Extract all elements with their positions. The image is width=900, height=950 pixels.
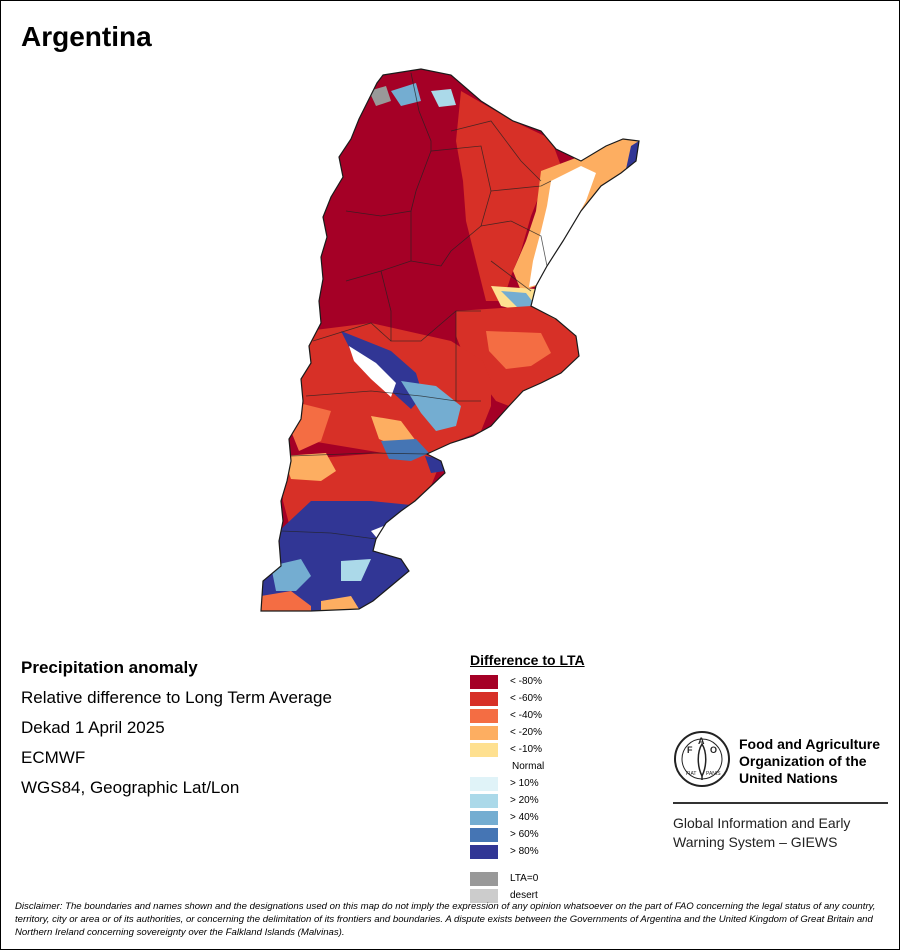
legend-item: > 60%: [470, 827, 585, 844]
legend-label: > 10%: [510, 778, 539, 789]
legend-item: > 10%: [470, 776, 585, 793]
legend-swatch: [470, 777, 498, 791]
legend-item: < -80%: [470, 674, 585, 691]
legend-label: < -60%: [510, 693, 542, 704]
emblem-motto-panis: PANIS: [706, 771, 721, 777]
legend-item: < -60%: [470, 691, 585, 708]
legend-swatch: [470, 811, 498, 825]
precipitation-anomaly-map: [260, 68, 640, 612]
legend-item: desert: [470, 888, 585, 905]
giews-label: Global Information and Early Warning Sys…: [673, 815, 851, 850]
legend-label: > 40%: [510, 812, 539, 823]
disclaimer: Disclaimer: The boundaries and names sho…: [15, 901, 876, 938]
legend-label: Normal: [512, 761, 545, 772]
legend-label: < -20%: [510, 727, 542, 738]
emblem-letter-a: A: [698, 736, 705, 746]
map-legend: Difference to LTA < -80% < -60% < -40% < -2…: [470, 652, 585, 905]
map-period: Dekad 1 April 2025: [21, 718, 165, 737]
province-boundaries: [280, 72, 552, 540]
map-title: Argentina: [21, 21, 152, 52]
map-info: Precipitation anomaly Relative differenc…: [21, 657, 332, 807]
legend-item: Normal: [470, 759, 585, 776]
country-border: [260, 68, 640, 612]
fao-emblem-icon: F A O FIAT PANIS: [674, 731, 730, 787]
legend-label: < -80%: [510, 676, 542, 687]
legend-item: < -20%: [470, 725, 585, 742]
legend-label: < -40%: [510, 710, 542, 721]
legend-item: > 80%: [470, 844, 585, 861]
legend-swatch: [470, 872, 498, 886]
legend-label: desert: [510, 890, 538, 901]
logo-divider: [673, 802, 888, 804]
data-source: ECMWF: [21, 748, 86, 767]
legend-swatch: [470, 845, 498, 859]
legend-item: > 20%: [470, 793, 585, 810]
legend-title: Difference to LTA: [470, 652, 585, 668]
legend-swatch: [470, 675, 498, 689]
legend-item: LTA=0: [470, 871, 585, 888]
anomaly-raster: [261, 69, 639, 611]
projection: WGS84, Geographic Lat/Lon: [21, 778, 240, 797]
legend-swatch: [470, 794, 498, 808]
legend-swatch: [470, 828, 498, 842]
legend-item: < -10%: [470, 742, 585, 759]
emblem-motto-fiat: FIAT: [686, 771, 696, 777]
legend-label: < -10%: [510, 744, 542, 755]
legend-swatch: [470, 889, 498, 903]
legend-label: > 80%: [510, 846, 539, 857]
legend-label: > 20%: [510, 795, 539, 806]
legend-swatch: [470, 743, 498, 757]
org-name: Food and Agriculture Organization of the…: [739, 736, 881, 786]
legend-swatch: [470, 726, 498, 740]
legend-swatch: [470, 709, 498, 723]
legend-label: > 60%: [510, 829, 539, 840]
legend-label: LTA=0: [510, 873, 539, 884]
map-heading: Precipitation anomaly: [21, 658, 198, 677]
map-subtitle: Relative difference to Long Term Average: [21, 688, 332, 707]
emblem-letter-o: O: [710, 745, 717, 755]
legend-item: < -40%: [470, 708, 585, 725]
legend-item: > 40%: [470, 810, 585, 827]
emblem-letter-f: F: [687, 745, 693, 755]
legend-swatch: [470, 692, 498, 706]
